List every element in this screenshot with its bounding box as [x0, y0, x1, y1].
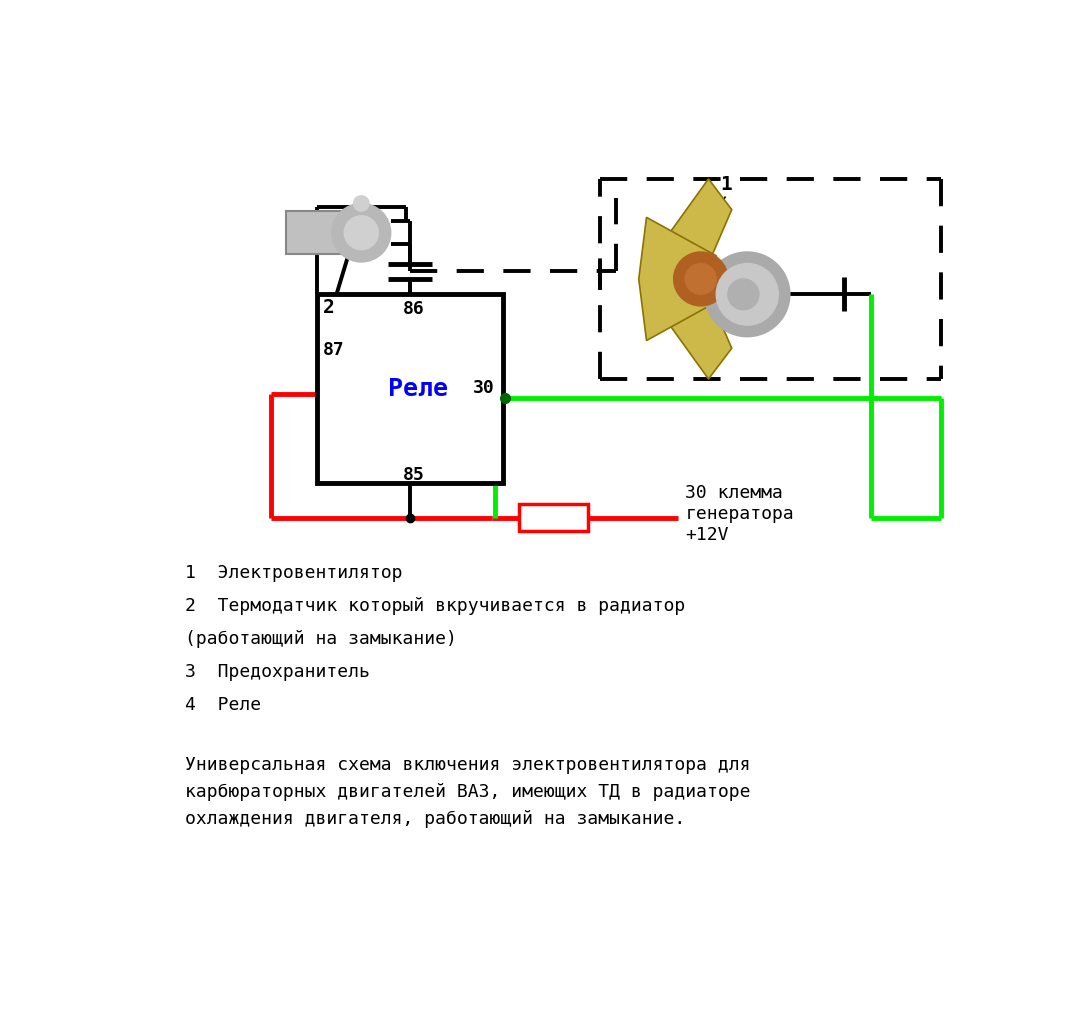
Circle shape	[353, 196, 369, 211]
Circle shape	[345, 216, 378, 249]
Circle shape	[332, 204, 391, 262]
Text: 3  Предохранитель: 3 Предохранитель	[186, 663, 370, 681]
Text: 87: 87	[323, 340, 346, 358]
Text: 1  Электровентилятор: 1 Электровентилятор	[186, 564, 403, 582]
Text: Универсальная схема включения электровентилятора для
карбюраторных двигателей ВА: Универсальная схема включения электровен…	[186, 756, 751, 828]
Text: (работающий на замыкание): (работающий на замыкание)	[186, 630, 457, 648]
Polygon shape	[670, 295, 732, 379]
Text: 2  Термодатчик который вкручивается в радиатор: 2 Термодатчик который вкручивается в рад…	[186, 597, 686, 614]
Text: 85: 85	[403, 466, 424, 484]
Text: 86: 86	[403, 301, 424, 319]
Bar	[286, 211, 345, 254]
Circle shape	[728, 278, 759, 310]
Bar	[518, 503, 589, 532]
Text: 1: 1	[720, 176, 732, 194]
Text: Реле: Реле	[388, 376, 448, 401]
Bar	[318, 295, 503, 483]
Circle shape	[716, 263, 779, 325]
Text: 2: 2	[323, 299, 335, 317]
Text: 30 клемма
генератора
+12V: 30 клемма генератора +12V	[685, 484, 794, 544]
Polygon shape	[670, 179, 732, 263]
Circle shape	[674, 252, 728, 306]
Circle shape	[704, 252, 789, 337]
Text: 30: 30	[473, 379, 495, 397]
Polygon shape	[638, 217, 716, 340]
Circle shape	[685, 263, 716, 295]
Text: 4  Реле: 4 Реле	[186, 696, 261, 714]
